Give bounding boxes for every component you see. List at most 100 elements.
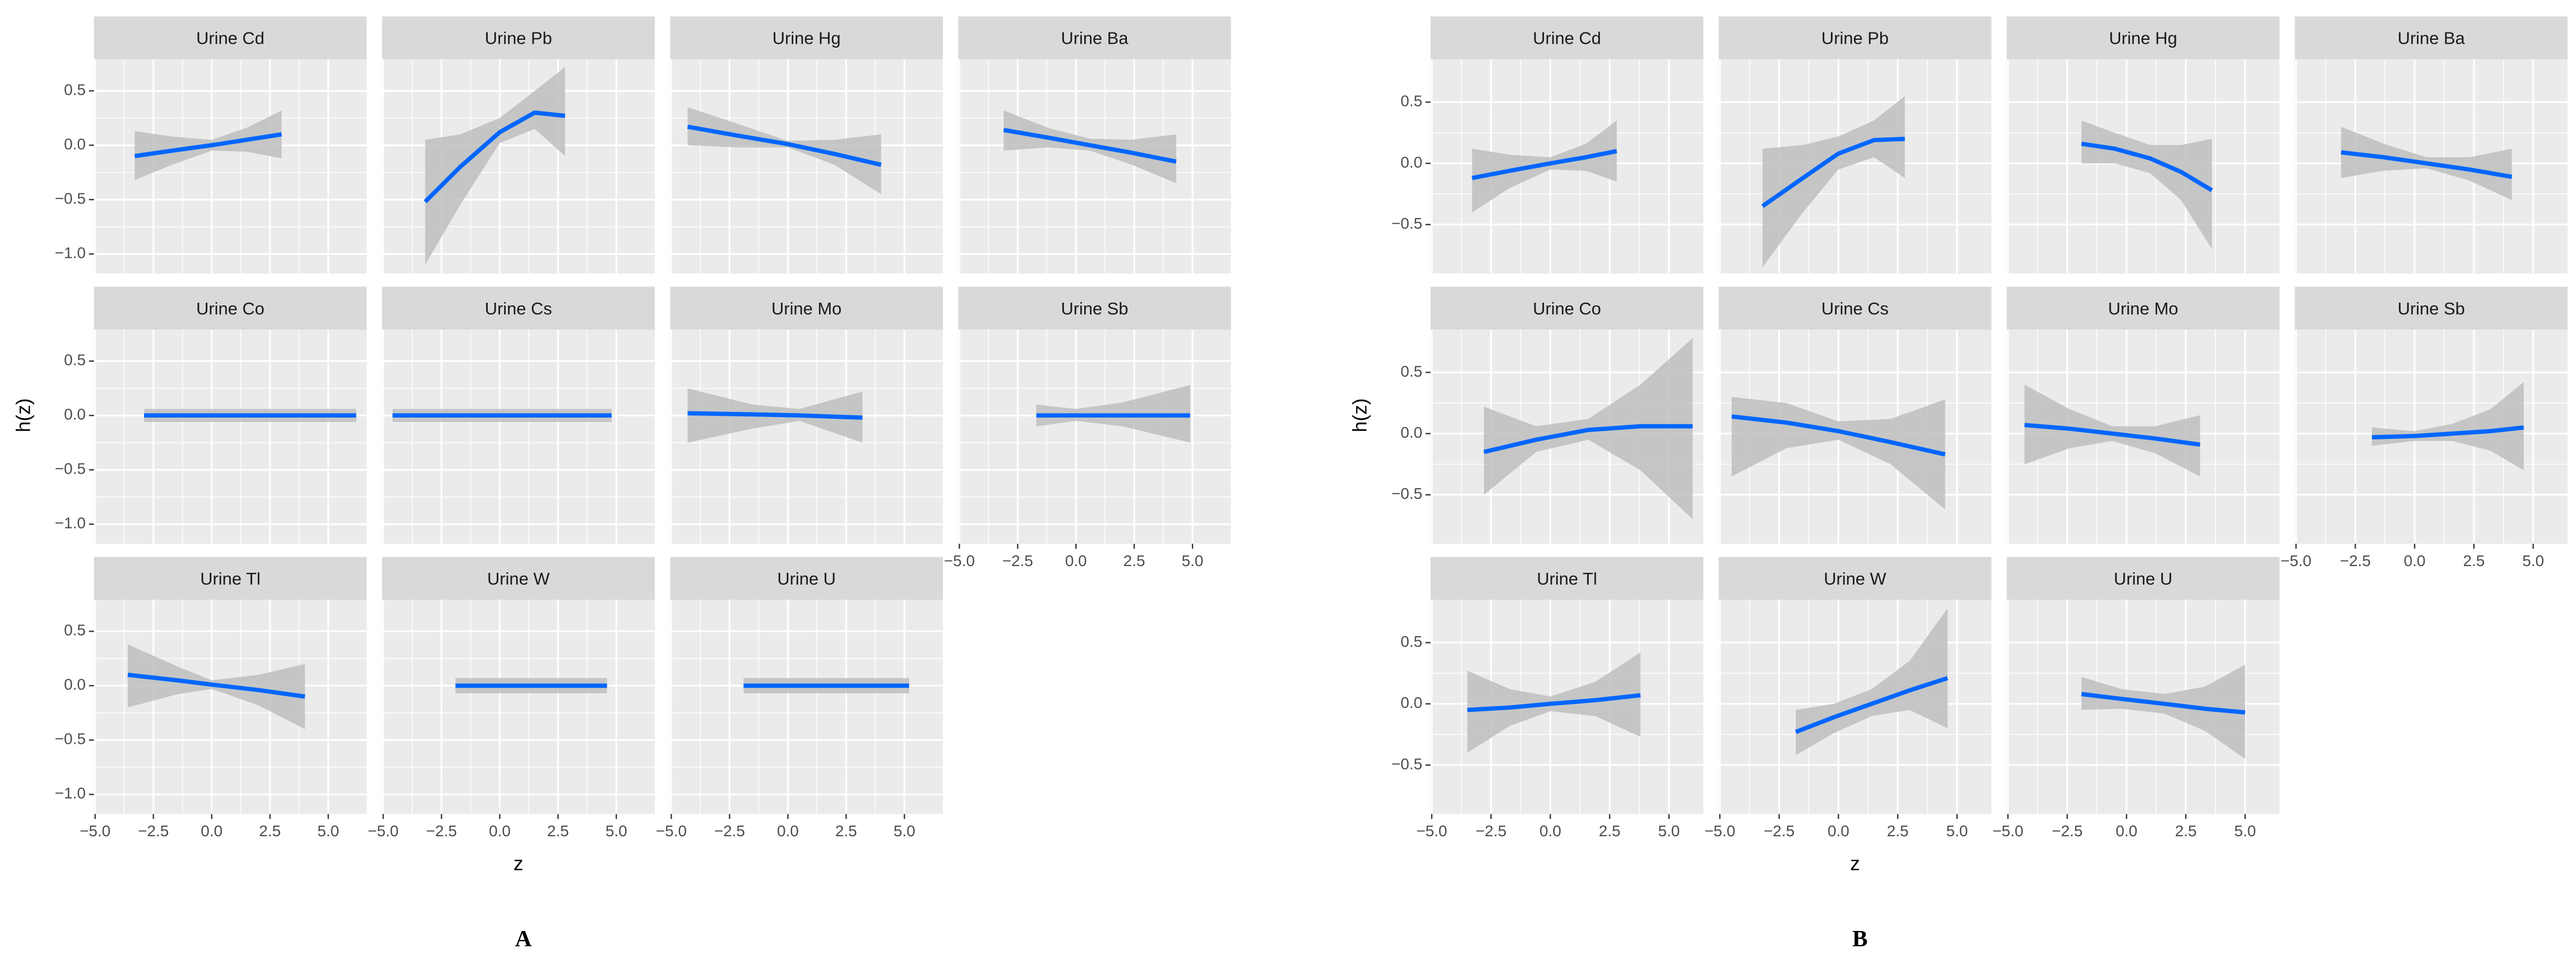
x-tick-label: 2.5 <box>259 822 281 840</box>
x-tick-label: 5.0 <box>894 822 915 840</box>
strip <box>1430 286 1704 330</box>
strip <box>1430 557 1704 600</box>
y-tick-label: 0.5 <box>64 351 86 369</box>
strip <box>382 286 655 330</box>
y-tick-label: 0.0 <box>1400 694 1422 711</box>
response-line <box>1795 676 1949 734</box>
facet-title: Urine Cd <box>196 29 265 48</box>
y-tick-label: −1.0 <box>55 515 86 532</box>
response-line <box>1467 693 1641 712</box>
x-tick-label: −5.0 <box>656 822 687 840</box>
facet-title: Urine Pb <box>485 29 552 48</box>
panel-label: A <box>515 925 532 951</box>
y-tick-label: −0.5 <box>1391 215 1422 232</box>
response-line <box>127 673 306 699</box>
strip <box>2295 16 2568 59</box>
x-tick-label: −2.5 <box>714 822 745 840</box>
x-tick-label: 0.0 <box>201 822 223 840</box>
strip <box>94 16 367 59</box>
response-line <box>2081 141 2213 192</box>
facet-title: Urine U <box>2114 569 2173 589</box>
strip <box>958 16 1231 59</box>
strip <box>1430 16 1704 59</box>
strip <box>1718 557 1992 600</box>
x-tick-label: −5.0 <box>368 822 399 840</box>
x-tick-label: 0.0 <box>2404 552 2426 569</box>
strip <box>958 286 1231 330</box>
y-tick-label: −0.5 <box>1391 755 1422 772</box>
strip <box>1718 16 1992 59</box>
panel <box>670 329 943 544</box>
y-tick-label: 0.5 <box>1400 633 1422 650</box>
facet-title: Urine Tl <box>200 569 260 589</box>
x-tick-label: 0.0 <box>777 822 799 840</box>
x-tick-label: 5.0 <box>1182 552 1204 569</box>
x-tick-label: −2.5 <box>2052 822 2083 840</box>
x-tick-label: 0.0 <box>1539 822 1561 840</box>
facet-title: Urine Sb <box>2398 299 2465 318</box>
panel <box>382 600 655 814</box>
x-tick-label: −2.5 <box>1764 822 1795 840</box>
facet-title: Urine Co <box>196 299 265 318</box>
y-axis-title: h(z) <box>12 398 34 432</box>
facet-title: Urine Pb <box>1821 29 1889 48</box>
y-tick-label: −0.5 <box>55 730 86 748</box>
panel <box>382 329 655 544</box>
x-tick-label: 2.5 <box>547 822 569 840</box>
x-axis-title: z <box>1850 853 1860 875</box>
confidence-band <box>2024 384 2200 477</box>
response-line <box>687 124 882 167</box>
facet-title: Urine W <box>1824 569 1886 589</box>
y-tick-label: 0.0 <box>64 135 86 152</box>
panel <box>670 600 943 814</box>
strip <box>382 557 655 600</box>
panel <box>670 59 943 274</box>
y-tick-label: 0.0 <box>1400 154 1422 171</box>
facet-title: Urine Cs <box>1821 299 1889 318</box>
response-line <box>687 411 863 420</box>
strip <box>2006 16 2280 59</box>
response-line <box>1483 424 1693 455</box>
y-tick-label: −1.0 <box>55 785 86 802</box>
y-tick-label: 0.5 <box>1400 363 1422 380</box>
y-tick-label: −0.5 <box>55 460 86 478</box>
confidence-band <box>2081 664 2245 759</box>
facet-title: Urine Cd <box>1533 29 1601 48</box>
panel-label: B <box>1852 925 1867 951</box>
panel <box>94 600 367 814</box>
x-tick-label: −5.0 <box>1416 822 1447 840</box>
facet-title: Urine Mo <box>771 299 841 318</box>
strip <box>670 16 943 59</box>
confidence-band <box>2371 382 2524 471</box>
y-axis-title: h(z) <box>1349 398 1371 432</box>
confidence-band <box>1731 397 1945 510</box>
y-tick-label: 0.5 <box>1400 92 1422 110</box>
panel <box>94 329 367 544</box>
response-line <box>1761 136 1905 209</box>
response-line <box>423 110 566 203</box>
strip <box>94 286 367 330</box>
x-tick-label: 0.0 <box>2116 822 2138 840</box>
facet-title: Urine Tl <box>1537 569 1597 589</box>
y-tick-label: 0.5 <box>64 622 86 639</box>
strip <box>2006 557 2280 600</box>
confidence-band <box>2081 121 2212 249</box>
y-tick-label: −1.0 <box>55 244 86 261</box>
strip <box>382 16 655 59</box>
confidence-band <box>1762 96 1905 268</box>
facet-title: Urine Mo <box>2108 299 2178 318</box>
x-tick-label: 2.5 <box>1887 822 1909 840</box>
response-line <box>1731 414 1946 457</box>
response-line <box>2024 423 2200 447</box>
facet-title: Urine Ba <box>2398 29 2466 48</box>
x-tick-label: −2.5 <box>426 822 457 840</box>
facet-title: Urine U <box>777 569 836 589</box>
y-tick-label: −0.5 <box>55 189 86 207</box>
y-tick-label: 0.0 <box>64 676 86 693</box>
x-tick-label: 0.0 <box>1065 552 1087 569</box>
x-axis-title: z <box>514 853 524 875</box>
x-tick-label: −2.5 <box>1476 822 1506 840</box>
y-tick-label: −0.5 <box>1391 485 1422 502</box>
